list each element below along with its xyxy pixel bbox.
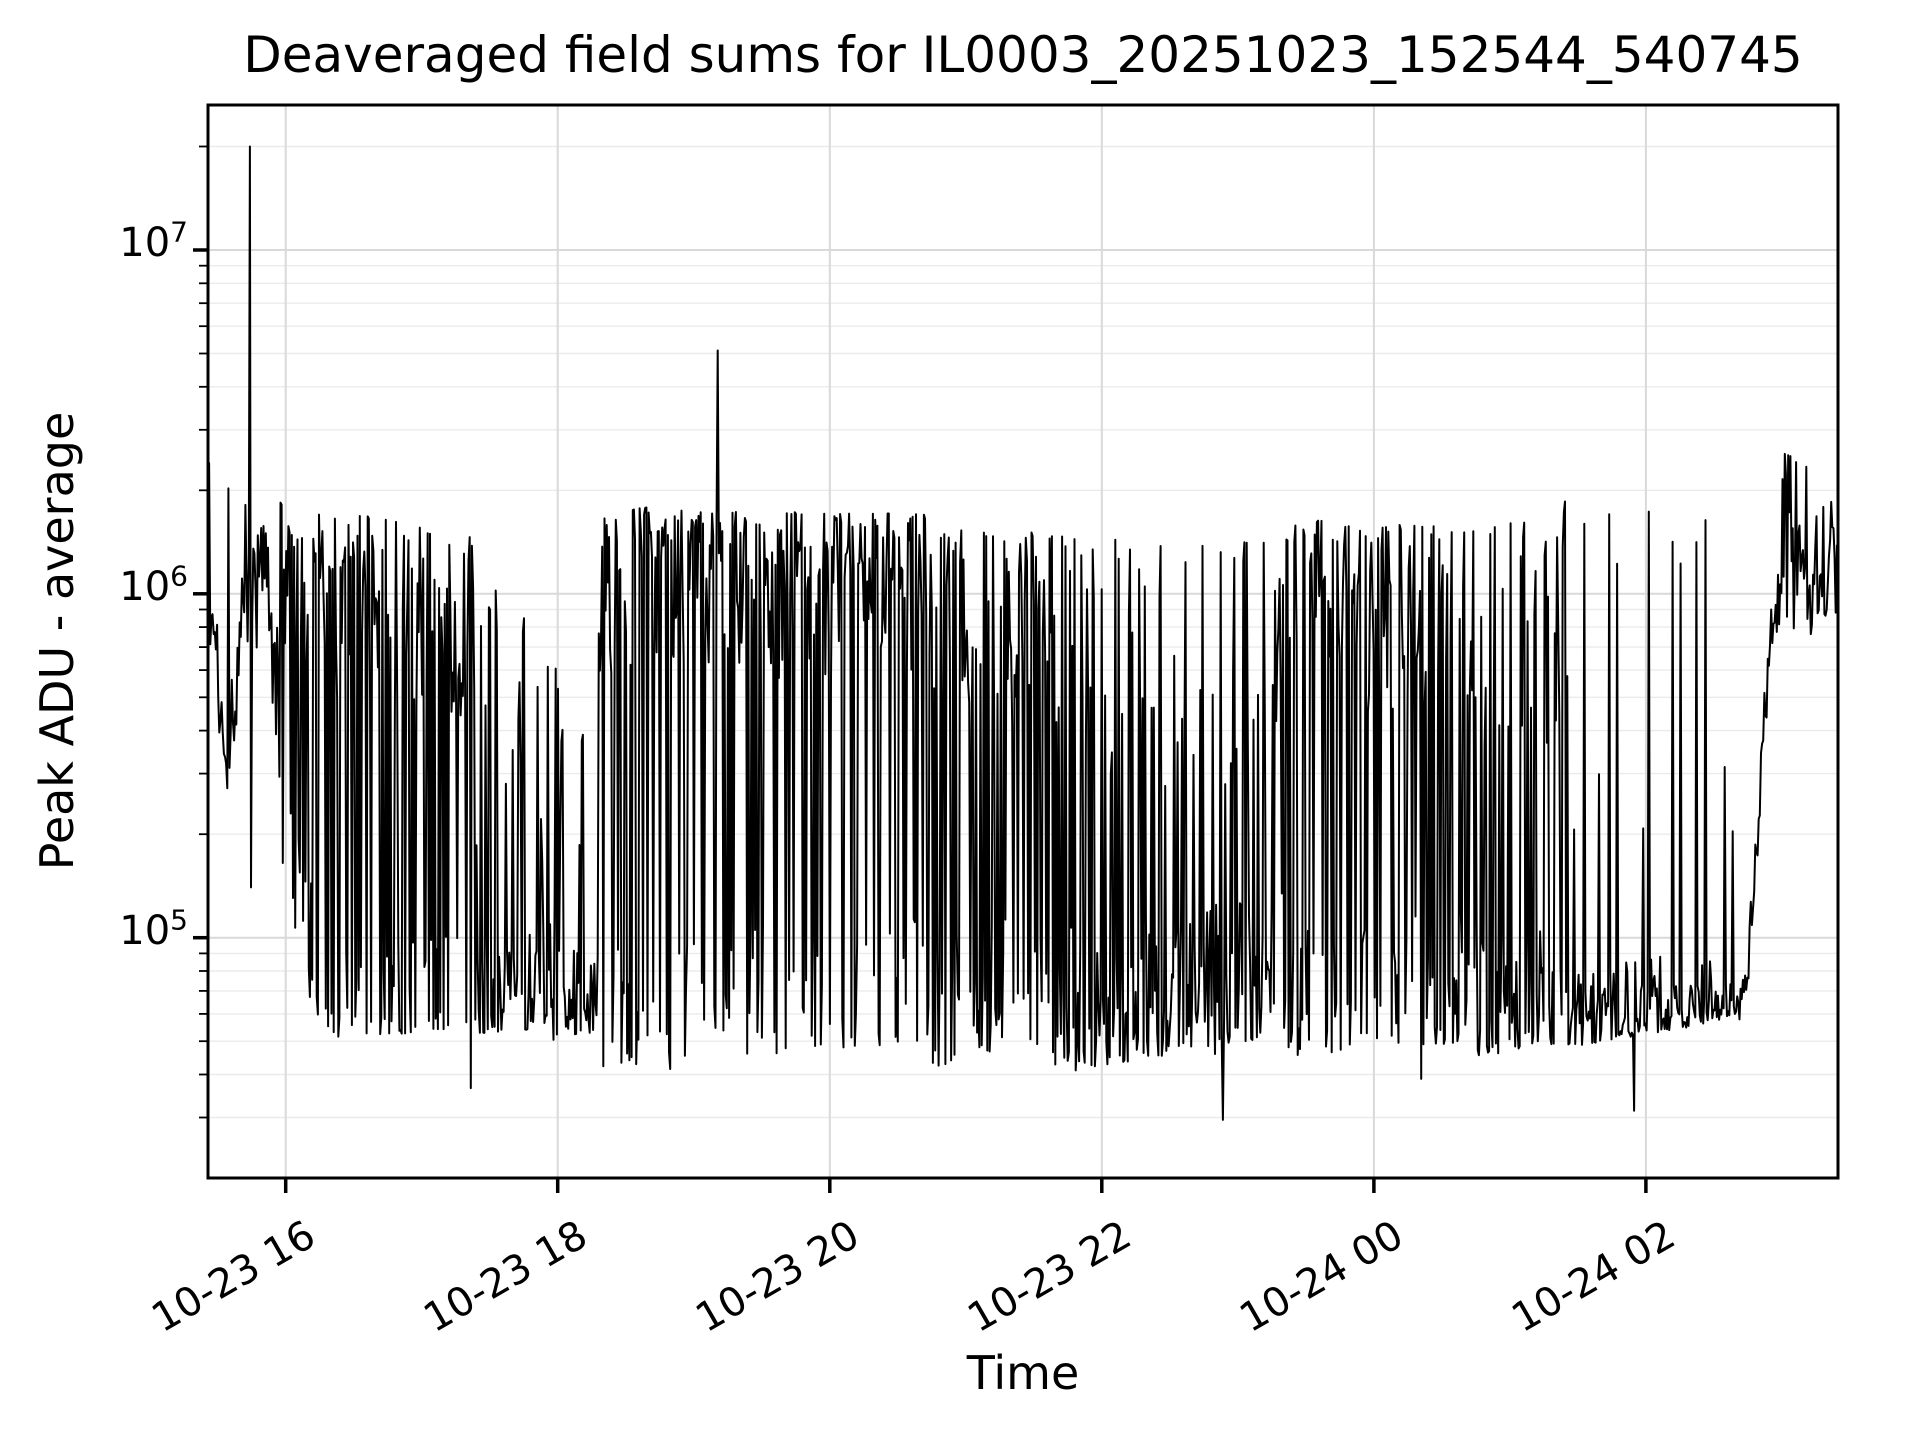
chart-title: Deaveraged field sums for IL0003_2025102… — [243, 26, 1803, 84]
x-axis-label: Time — [966, 1346, 1080, 1400]
y-axis-label: Peak ADU - average — [30, 411, 84, 871]
y-tick-label-1e6: 106 — [119, 559, 188, 610]
plot-frame — [206, 103, 1840, 1180]
series-line — [207, 145, 1839, 1121]
y-tick-label-1e7: 107 — [119, 215, 188, 266]
axis-tick-marks — [193, 145, 1648, 1193]
y-tick-label-1e5: 105 — [119, 903, 188, 954]
